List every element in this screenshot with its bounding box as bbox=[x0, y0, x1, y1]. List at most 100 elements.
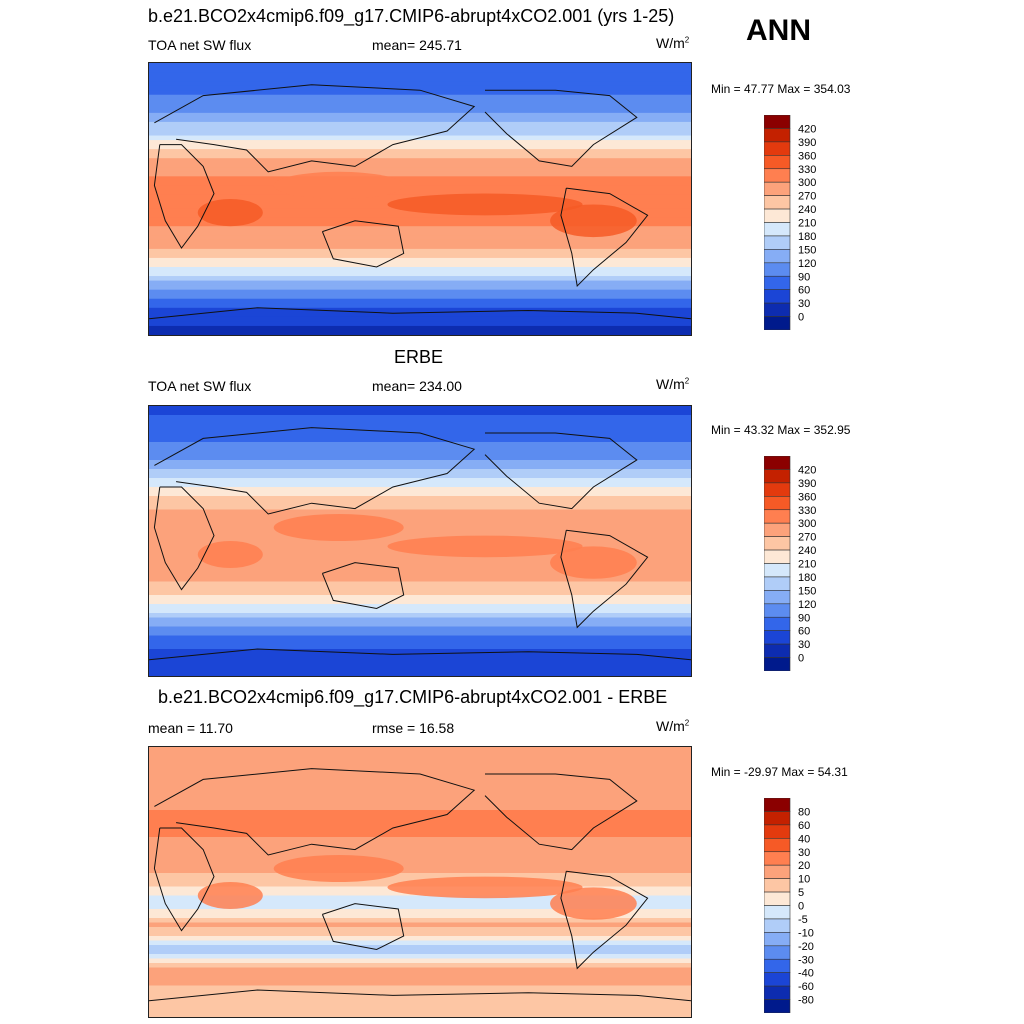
map-band bbox=[149, 631, 691, 637]
coastline bbox=[153, 827, 215, 932]
colorbar-tick-label: 20 bbox=[798, 860, 810, 872]
colorbar-box bbox=[763, 905, 791, 920]
colorbar-box bbox=[763, 482, 791, 497]
map-band bbox=[149, 828, 691, 834]
map-band bbox=[149, 796, 691, 802]
map-band bbox=[149, 112, 691, 118]
map-band bbox=[149, 949, 691, 955]
map-band bbox=[149, 918, 691, 924]
map-patch bbox=[273, 171, 404, 199]
map-band bbox=[149, 518, 691, 524]
panel2-mean-label: mean= 234.00 bbox=[372, 378, 462, 394]
map-patch bbox=[387, 193, 583, 216]
panel3-colorbar: 80 60 40 30 20 10 5 0 -5 -10 -20 -30 -40 -60 -80 bbox=[763, 797, 864, 1014]
map-band bbox=[149, 307, 691, 313]
colorbar-box bbox=[763, 455, 791, 470]
map-band bbox=[149, 158, 691, 164]
map-band bbox=[149, 990, 691, 996]
map-band bbox=[149, 751, 691, 757]
colorbar-box bbox=[763, 536, 791, 551]
panel3-map bbox=[148, 746, 692, 1018]
map-band bbox=[149, 1003, 691, 1009]
map-band bbox=[149, 653, 691, 659]
colorbar-box bbox=[763, 851, 791, 866]
colorbar-box bbox=[763, 891, 791, 906]
panel2-colorbar: 420 390 360 330 300 270 240 210 180 150 120 90 60 30 0 bbox=[763, 455, 864, 672]
colorbar-box bbox=[763, 878, 791, 893]
map-band bbox=[149, 756, 691, 762]
map-band bbox=[149, 262, 691, 268]
map-band bbox=[149, 981, 691, 987]
colorbar-box bbox=[763, 168, 791, 183]
colorbar-box bbox=[763, 128, 791, 143]
coastline bbox=[149, 989, 691, 1002]
map-band bbox=[149, 523, 691, 529]
map-band bbox=[149, 473, 691, 479]
colorbar-tick-label: 30 bbox=[798, 847, 810, 859]
map-band bbox=[149, 613, 691, 619]
map-band bbox=[149, 131, 691, 137]
coastline bbox=[154, 768, 476, 856]
map-band bbox=[149, 99, 691, 105]
colorbar-tick-label: 300 bbox=[798, 177, 816, 189]
map-band bbox=[149, 994, 691, 1000]
colorbar-tick-label: 240 bbox=[798, 204, 816, 216]
map-band bbox=[149, 491, 691, 497]
map-band bbox=[149, 846, 691, 852]
map-band bbox=[149, 617, 691, 623]
map-band bbox=[149, 658, 691, 664]
colorbar-box bbox=[763, 262, 791, 277]
map-band bbox=[149, 212, 691, 218]
colorbar-tick-label: 90 bbox=[798, 612, 810, 624]
colorbar-tick-label: 60 bbox=[798, 626, 810, 638]
colorbar-tick-label: 390 bbox=[798, 478, 816, 490]
map-band bbox=[149, 868, 691, 874]
map-band bbox=[149, 841, 691, 847]
panel2-map-svg bbox=[149, 406, 691, 676]
map-band bbox=[149, 433, 691, 439]
map-band bbox=[149, 559, 691, 565]
coastline bbox=[321, 903, 405, 951]
panel1-minmax: Min = 47.77 Max = 354.03 bbox=[711, 82, 851, 96]
coastline bbox=[149, 307, 691, 320]
map-band bbox=[149, 285, 691, 291]
map-patch bbox=[550, 887, 637, 920]
panel3-mean-label: mean = 11.70 bbox=[148, 720, 233, 736]
map-band bbox=[149, 464, 691, 470]
map-band bbox=[149, 586, 691, 592]
map-band bbox=[149, 271, 691, 277]
colorbar-box bbox=[763, 509, 791, 524]
colorbar-box bbox=[763, 549, 791, 564]
map-patch bbox=[273, 514, 404, 541]
map-patch bbox=[197, 199, 263, 227]
coastline bbox=[321, 562, 405, 610]
map-band bbox=[149, 640, 691, 646]
coastline bbox=[560, 529, 649, 629]
map-band bbox=[149, 778, 691, 784]
map-band bbox=[149, 532, 691, 538]
map-band bbox=[149, 999, 691, 1005]
map-band bbox=[149, 248, 691, 254]
map-band bbox=[149, 595, 691, 601]
season-label: ANN bbox=[746, 14, 811, 47]
colorbar-tick-label: -80 bbox=[798, 995, 814, 1007]
colorbar-box bbox=[763, 958, 791, 973]
colorbar-box bbox=[763, 222, 791, 237]
colorbar-tick-label: 210 bbox=[798, 218, 816, 230]
map-band bbox=[149, 967, 691, 973]
map-band bbox=[149, 455, 691, 461]
map-band bbox=[149, 635, 691, 641]
map-band bbox=[149, 850, 691, 856]
map-band bbox=[149, 958, 691, 964]
colorbar-box bbox=[763, 838, 791, 853]
colorbar-box bbox=[763, 195, 791, 210]
map-band bbox=[149, 581, 691, 587]
map-band bbox=[149, 153, 691, 159]
map-band bbox=[149, 171, 691, 177]
map-band bbox=[149, 67, 691, 73]
colorbar-tick-label: 120 bbox=[798, 258, 816, 270]
map-band bbox=[149, 460, 691, 466]
colorbar-box bbox=[763, 590, 791, 605]
